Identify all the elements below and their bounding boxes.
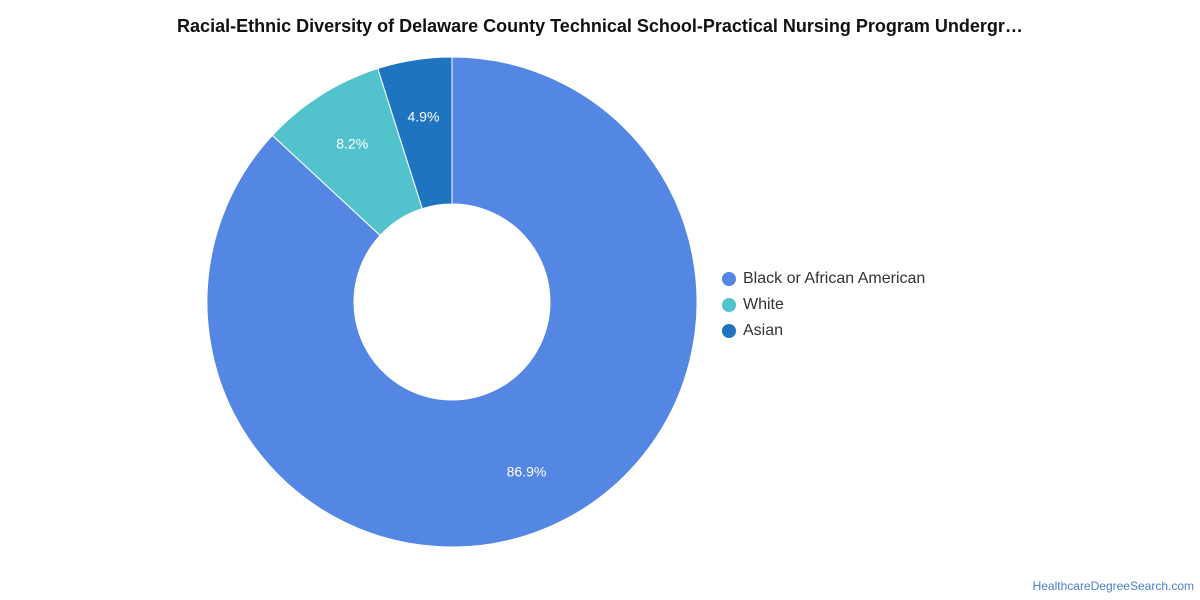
chart-title: Racial-Ethnic Diversity of Delaware Coun… bbox=[177, 16, 1023, 36]
legend-swatch-black-or-african-american bbox=[722, 272, 736, 286]
legend-item-black-or-african-american[interactable]: Black or African American bbox=[722, 266, 925, 292]
legend-label: White bbox=[743, 296, 784, 313]
legend-item-white[interactable]: White bbox=[722, 292, 925, 318]
legend-swatch-asian bbox=[722, 324, 736, 338]
slice-black-or-african-american[interactable] bbox=[206, 56, 698, 548]
slice-label-white: 8.2% bbox=[336, 135, 368, 151]
slice-label-black-or-african-american: 86.9% bbox=[507, 463, 547, 479]
slice-label-asian: 4.9% bbox=[407, 109, 439, 125]
legend: Black or African American White Asian bbox=[722, 266, 925, 344]
legend-item-asian[interactable]: Asian bbox=[722, 318, 925, 344]
site-watermark-link[interactable]: HealthcareDegreeSearch.com bbox=[1032, 579, 1194, 593]
legend-swatch-white bbox=[722, 298, 736, 312]
legend-label: Black or African American bbox=[743, 270, 926, 287]
legend-label: Asian bbox=[743, 322, 784, 339]
slice-asian[interactable] bbox=[377, 56, 453, 210]
